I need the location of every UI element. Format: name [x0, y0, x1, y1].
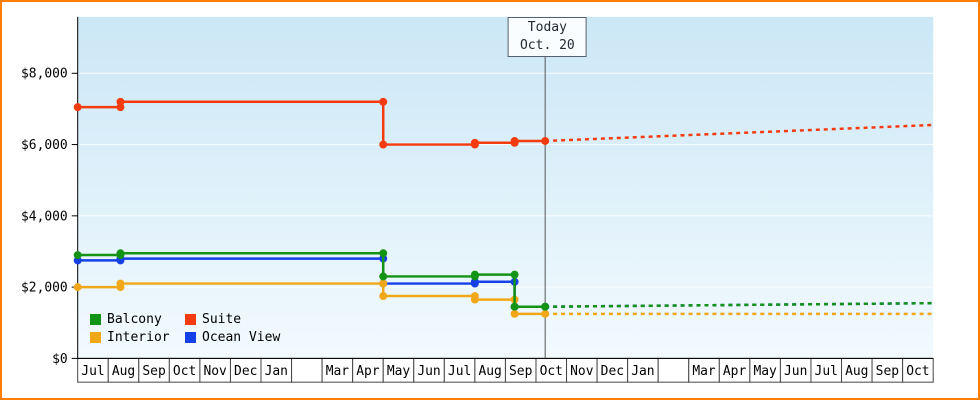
data-point [510, 270, 519, 279]
legend-item-ocean-view: Ocean View [185, 330, 280, 345]
legend-item-interior: Interior [90, 330, 185, 345]
legend-label-interior: Interior [107, 330, 170, 345]
x-axis-month-label: Nov [203, 364, 227, 379]
y-axis-tick-label: $8,000 [21, 67, 68, 82]
legend-swatch-suite [185, 314, 196, 325]
data-point [379, 249, 388, 258]
today-label-line2: Oct. 20 [519, 38, 575, 53]
legend-label-balcony: Balcony [107, 312, 162, 327]
data-point [541, 302, 550, 311]
data-point [510, 302, 519, 311]
data-point [116, 249, 125, 258]
x-axis-month-label: Apr [356, 364, 380, 379]
x-axis-month-label: Aug [112, 364, 135, 379]
today-label-line1: Today [527, 20, 567, 35]
data-point [73, 283, 82, 292]
data-point [470, 270, 479, 279]
legend-label-ocean-view: Ocean View [202, 330, 281, 345]
y-axis-tick-label: $2,000 [21, 281, 68, 296]
data-point [541, 309, 550, 318]
x-axis-month-label: Aug [478, 364, 501, 379]
x-axis-month-label: Jun [784, 364, 807, 379]
data-point [116, 97, 125, 106]
x-axis-month-label: May [387, 364, 411, 379]
y-axis-tick-label: $6,000 [21, 138, 68, 153]
data-point [116, 279, 125, 288]
data-point [510, 137, 519, 145]
data-point [510, 309, 519, 318]
data-point [379, 292, 388, 300]
x-axis-month-label: May [753, 364, 777, 379]
x-axis-month-cell [291, 357, 323, 383]
x-axis-month-label: Sep [876, 364, 899, 379]
series-projection-suite [545, 123, 934, 143]
data-point [541, 137, 550, 145]
x-axis-month-label: Sep [509, 364, 532, 379]
x-axis-month-label: Oct [906, 364, 929, 379]
x-axis-month-label: Jul [448, 364, 471, 379]
x-axis-month-label: Oct [540, 364, 563, 379]
x-axis-month-label: Oct [173, 364, 196, 379]
x-axis-month-label: Jul [815, 364, 838, 379]
x-axis-month-label: Jan [265, 364, 288, 379]
data-point [73, 103, 82, 112]
data-point [379, 97, 388, 106]
x-axis-month-label: Mar [326, 364, 350, 379]
data-point [470, 138, 479, 147]
chart-legend: Balcony Suite Interior Ocean View [90, 312, 280, 345]
x-axis-month-label: Dec [601, 364, 624, 379]
series-projection-balcony [545, 301, 934, 308]
data-point [379, 272, 388, 281]
data-point [470, 295, 479, 304]
legend-item-suite: Suite [185, 312, 280, 327]
legend-label-suite: Suite [202, 312, 242, 327]
x-axis-month-label: Jun [417, 364, 440, 379]
x-axis-month-label: Dec [234, 364, 257, 379]
x-axis-month-cell [657, 357, 690, 383]
x-axis-month-label: Mar [692, 364, 716, 379]
x-axis-month-label: Jan [631, 364, 654, 379]
x-axis-month-label: Sep [142, 364, 165, 379]
x-axis-month-label: Jul [81, 364, 104, 379]
x-axis-month-label: Apr [723, 364, 747, 379]
x-axis-month-label: Aug [845, 364, 868, 379]
plot-background [77, 16, 934, 359]
today-label-box: Today Oct. 20 [507, 17, 587, 57]
x-axis-month-label: Nov [570, 364, 594, 379]
y-axis-tick-label: $4,000 [21, 209, 68, 224]
data-point [379, 279, 388, 288]
data-point [73, 251, 82, 260]
legend-swatch-interior [90, 332, 101, 343]
y-axis-tick-label: $0 [52, 352, 68, 367]
legend-swatch-ocean-view [185, 332, 196, 343]
legend-item-balcony: Balcony [90, 312, 185, 327]
data-point [379, 140, 388, 149]
legend-swatch-balcony [90, 314, 101, 325]
